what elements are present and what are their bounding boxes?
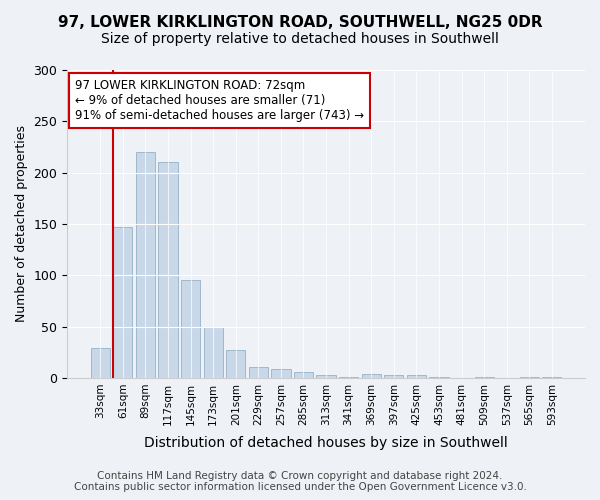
Bar bbox=[203, 326, 223, 378]
Bar bbox=[113, 227, 133, 378]
Text: 97 LOWER KIRKLINGTON ROAD: 72sqm
← 9% of detached houses are smaller (71)
91% of: 97 LOWER KIRKLINGTON ROAD: 72sqm ← 9% of… bbox=[75, 79, 364, 122]
Bar bbox=[271, 368, 290, 378]
Bar bbox=[294, 372, 313, 378]
Bar bbox=[362, 374, 381, 378]
Bar bbox=[384, 375, 403, 378]
Bar bbox=[158, 162, 178, 378]
Bar bbox=[475, 377, 494, 378]
Bar bbox=[91, 348, 110, 378]
Y-axis label: Number of detached properties: Number of detached properties bbox=[15, 126, 28, 322]
Bar bbox=[520, 377, 539, 378]
Bar bbox=[430, 377, 449, 378]
Bar bbox=[136, 152, 155, 378]
Bar bbox=[407, 375, 426, 378]
Text: Size of property relative to detached houses in Southwell: Size of property relative to detached ho… bbox=[101, 32, 499, 46]
X-axis label: Distribution of detached houses by size in Southwell: Distribution of detached houses by size … bbox=[144, 436, 508, 450]
Bar bbox=[249, 366, 268, 378]
Text: 97, LOWER KIRKLINGTON ROAD, SOUTHWELL, NG25 0DR: 97, LOWER KIRKLINGTON ROAD, SOUTHWELL, N… bbox=[58, 15, 542, 30]
Text: Contains HM Land Registry data © Crown copyright and database right 2024.
Contai: Contains HM Land Registry data © Crown c… bbox=[74, 471, 526, 492]
Bar bbox=[226, 350, 245, 378]
Bar bbox=[181, 280, 200, 378]
Bar bbox=[542, 377, 562, 378]
Bar bbox=[339, 377, 358, 378]
Bar bbox=[316, 375, 335, 378]
